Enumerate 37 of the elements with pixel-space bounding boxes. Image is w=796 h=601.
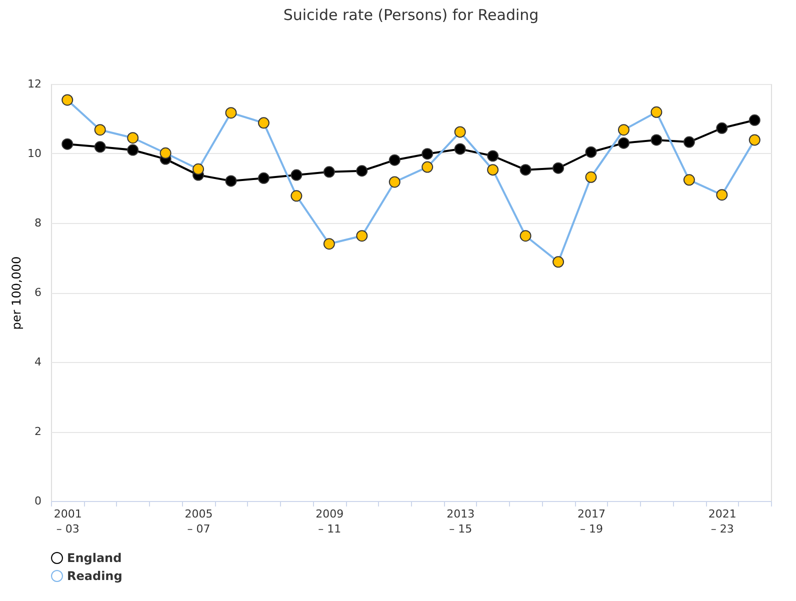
x-tick-label: 2013 – 15 [446, 508, 475, 536]
point [62, 138, 74, 150]
point [422, 148, 434, 160]
x-tick-label: 2005 – 07 [184, 508, 213, 536]
chart-title: Suicide rate (Persons) for Reading [283, 6, 539, 24]
point [94, 141, 106, 153]
legend-label: England [67, 551, 122, 565]
x-tick-label: 2017 – 19 [578, 508, 606, 536]
point [748, 114, 760, 126]
y-tick-label: 4 [34, 356, 42, 368]
point [454, 143, 466, 155]
point [487, 150, 499, 162]
point [290, 169, 302, 181]
point [716, 122, 728, 134]
x-tick-label: 2001 – 03 [54, 508, 82, 536]
y-tick-label: 6 [34, 286, 42, 299]
x-tick-label: 2009 – 11 [316, 508, 344, 536]
y-tick-label: 8 [34, 216, 42, 230]
point [388, 154, 400, 166]
point [618, 137, 630, 149]
point [650, 134, 662, 146]
point [520, 164, 532, 176]
point [683, 136, 695, 148]
point [585, 146, 597, 158]
point [356, 165, 368, 177]
y-tick-label: 10 [28, 147, 42, 160]
point [225, 175, 237, 187]
x-tick-label: 2021 – 23 [708, 508, 736, 536]
y-axis-title: per 100,000 [10, 256, 24, 330]
point [323, 166, 335, 178]
y-tick-label: 0 [34, 494, 42, 508]
legend-label: Reading [67, 569, 122, 583]
point [552, 162, 564, 174]
point [258, 172, 270, 184]
y-tick-label: 12 [28, 78, 42, 90]
point [127, 144, 139, 156]
y-tick-label: 2 [34, 425, 42, 438]
